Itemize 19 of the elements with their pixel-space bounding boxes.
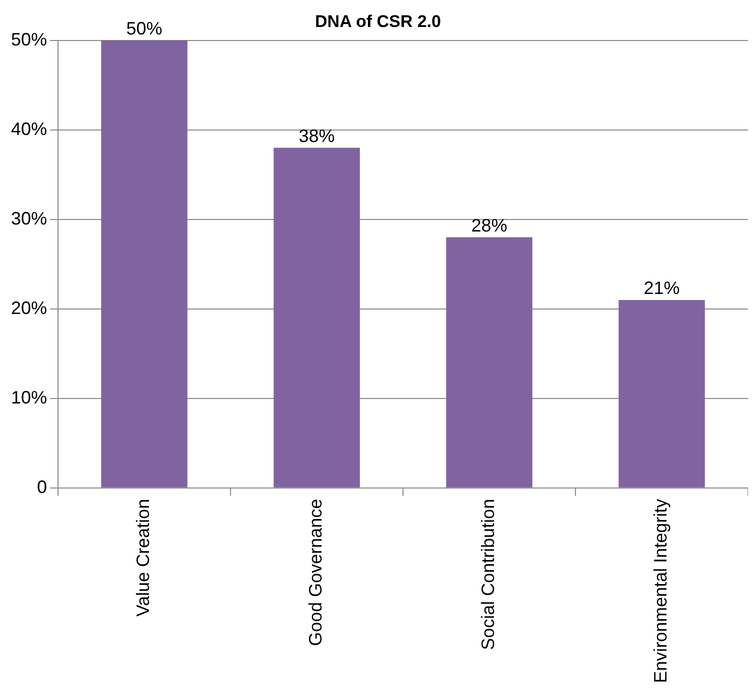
chart-title: DNA of CSR 2.0 [315, 12, 441, 31]
data-label: 21% [644, 278, 680, 298]
y-tick-label: 0 [37, 476, 48, 497]
x-tick-label: Environmental Integrity [650, 498, 671, 684]
y-tick-label: 10% [10, 387, 48, 408]
x-tick-label: Good Governance [306, 498, 326, 646]
x-tick-label: Value Creation [133, 498, 154, 617]
data-label: 50% [126, 18, 162, 38]
bar [101, 40, 188, 488]
y-tick-label: 20% [10, 298, 48, 318]
y-tick-label: 30% [10, 208, 48, 228]
data-label: 28% [471, 215, 508, 236]
y-tick-label: 40% [10, 118, 48, 139]
bar [274, 148, 360, 488]
bar [446, 237, 532, 488]
x-tick-label: Social Contribution [478, 498, 498, 650]
y-tick-label: 50% [10, 29, 48, 50]
bar [618, 300, 705, 488]
data-label: 38% [298, 126, 335, 146]
